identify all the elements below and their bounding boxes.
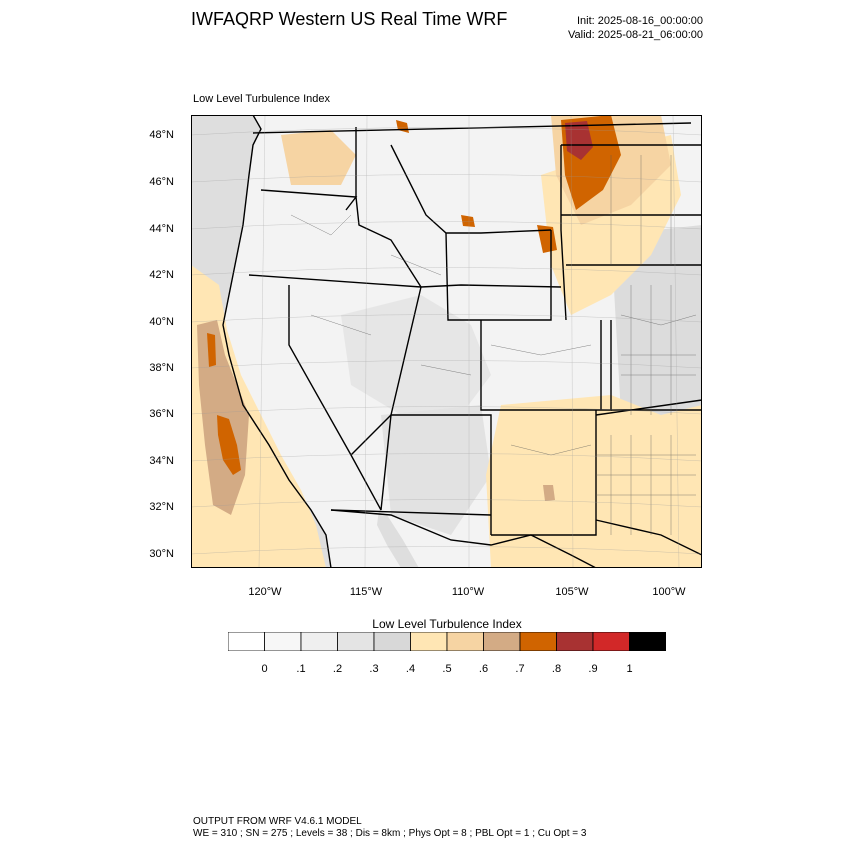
colorbar-tick-label: .8: [551, 663, 562, 675]
init-time: Init: 2025-08-16_00:00:00: [577, 15, 703, 27]
southwest-terrain: [381, 405, 491, 535]
gulf-of-california: [377, 510, 419, 568]
page-title: IWFAQRP Western US Real Time WRF: [191, 9, 508, 29]
lat-label-30n: 30°N: [149, 548, 174, 560]
colorbar-swatch: [556, 632, 594, 651]
colorbar-tick-label: 1: [626, 663, 633, 675]
montana-turbulence-max: [565, 121, 593, 160]
lon-label-110w: 110°W: [451, 586, 485, 598]
colorbar-swatch: [410, 632, 448, 651]
county-lines: [290, 155, 697, 535]
us-mexico-border: [330, 509, 597, 568]
colorbar-tick-label: .1: [296, 663, 306, 675]
lon-label-105w: 105°W: [555, 586, 589, 598]
northern-plains-gray: [611, 225, 702, 415]
colorbar-tick-label: .6: [478, 663, 489, 675]
lat-label-34n: 34°N: [149, 455, 174, 467]
plains-turbulence-field: [486, 395, 702, 568]
colorbar-swatch: [519, 632, 557, 651]
lat-label-38n: 38°N: [149, 362, 174, 374]
state-boundaries: [248, 122, 702, 556]
map-frame: [191, 115, 702, 568]
colorbar-swatch: [300, 632, 338, 651]
colorbar-title: Low Level Turbulence Index: [372, 617, 522, 631]
offshore-turbulence-max-south: [217, 415, 241, 475]
colorbar-tick-label: .2: [332, 663, 343, 675]
init-valid-times: Init: 2025-08-16_00:00:00 Valid: 2025-08…: [568, 14, 703, 42]
colorbar-swatch: [264, 632, 302, 651]
footer-model-line: OUTPUT FROM WRF V4.6.1 MODEL: [193, 816, 362, 827]
colorbar: [228, 632, 666, 651]
graticule: [191, 115, 702, 568]
new-mexico-hotspot: [543, 485, 555, 501]
colorbar-tick-label: .3: [369, 663, 379, 675]
lat-label-32n: 32°N: [149, 501, 174, 513]
lat-label-40n: 40°N: [149, 316, 174, 328]
lat-label-36n: 36°N: [149, 408, 174, 420]
colorbar-tick-label: 0: [261, 663, 268, 675]
colorbar-tick-label: .9: [588, 663, 598, 675]
colorbar-swatch: [228, 632, 265, 651]
colorbar-swatch: [483, 632, 521, 651]
washington-field: [281, 130, 356, 185]
coastline: [222, 115, 332, 568]
great-basin-terrain: [341, 295, 491, 415]
lat-label-42n: 42°N: [149, 269, 174, 281]
map-subtitle: Low Level Turbulence Index: [193, 93, 330, 105]
colorbar-tick-label: .4: [405, 663, 416, 675]
colorbar-tick-label: .5: [442, 663, 452, 675]
footer-config-line: WE = 310 ; SN = 275 ; Levels = 38 ; Dis …: [193, 828, 587, 839]
colorbar-swatch: [629, 632, 666, 651]
lon-label-100w: 100°W: [652, 586, 686, 598]
valid-time: Valid: 2025-08-21_06:00:00: [568, 29, 703, 41]
colorbar-swatch: [373, 632, 411, 651]
idaho-hotspot: [461, 215, 475, 227]
lat-label-44n: 44°N: [149, 223, 174, 235]
colorbar-swatch: [337, 632, 375, 651]
wyoming-hotspot: [537, 225, 557, 253]
colorbar-swatch: [592, 632, 630, 651]
offshore-turbulence-max-north: [207, 333, 216, 367]
lat-label-48n: 48°N: [149, 129, 174, 141]
colorbar-tick-label: .7: [515, 663, 525, 675]
turbulence-map: [191, 115, 702, 568]
lat-label-46n: 46°N: [149, 176, 174, 188]
lon-label-115w: 115°W: [349, 586, 383, 598]
lon-label-120w: 120°W: [248, 586, 282, 598]
colorbar-swatch: [446, 632, 484, 651]
